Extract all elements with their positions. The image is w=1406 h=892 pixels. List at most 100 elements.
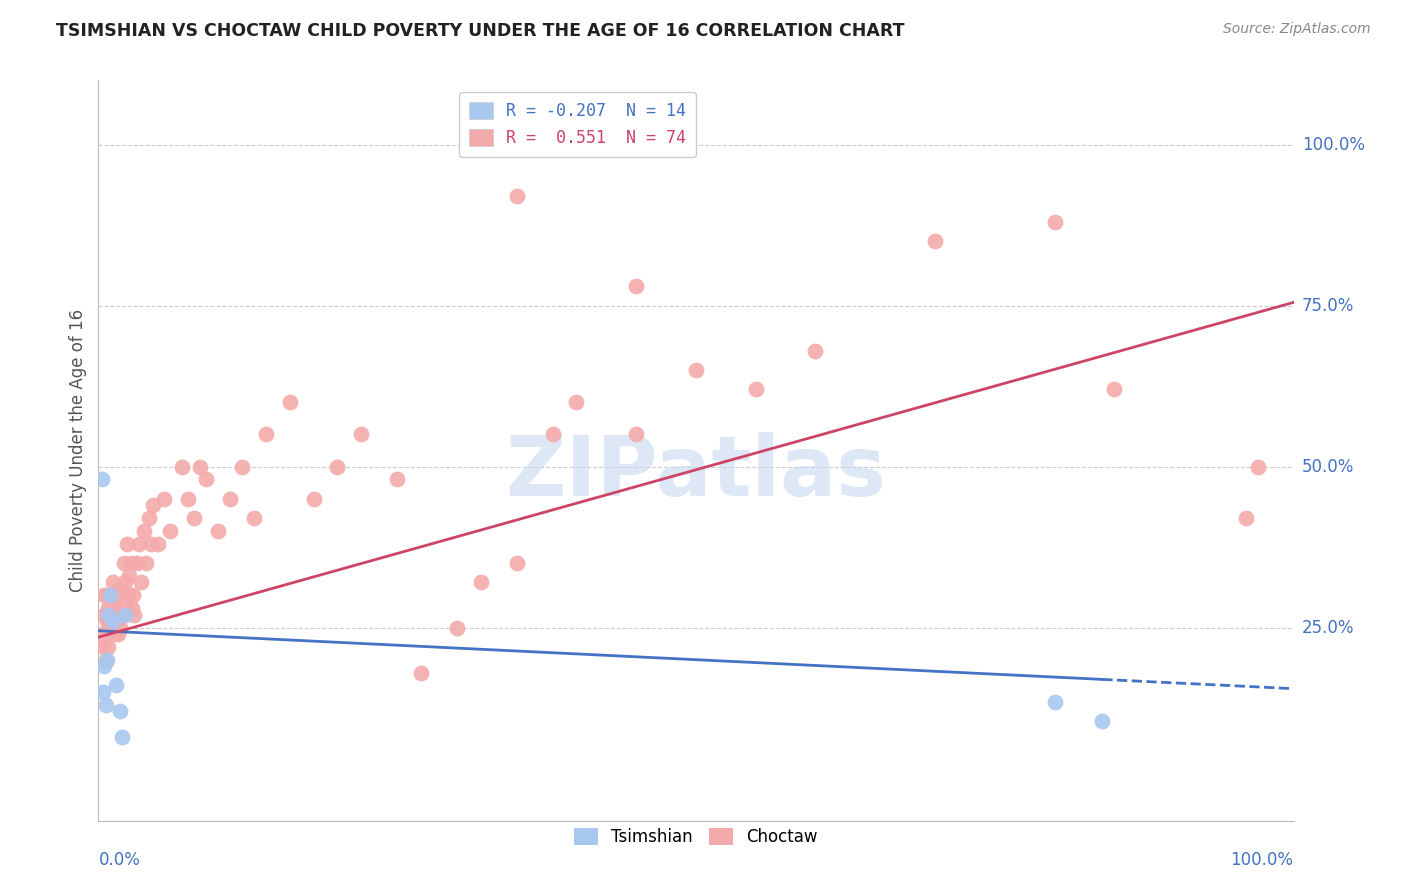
Point xyxy=(98,607,121,622)
Point xyxy=(115,537,138,551)
Point xyxy=(142,498,165,512)
Point xyxy=(91,685,114,699)
Point xyxy=(541,427,564,442)
Point xyxy=(124,607,146,622)
Point xyxy=(446,620,468,634)
Point xyxy=(135,556,157,570)
Point xyxy=(177,491,200,506)
Point xyxy=(110,588,132,602)
Point xyxy=(1043,215,1066,229)
Point xyxy=(1234,511,1257,525)
Point xyxy=(122,588,145,602)
Point xyxy=(1247,459,1270,474)
Point xyxy=(93,607,115,622)
Point xyxy=(326,459,349,474)
Point xyxy=(118,569,141,583)
Point xyxy=(98,614,122,628)
Point xyxy=(97,607,120,622)
Point xyxy=(107,582,129,596)
Point xyxy=(243,511,266,525)
Point xyxy=(138,511,160,525)
Point xyxy=(98,588,122,602)
Point xyxy=(100,620,122,634)
Point xyxy=(219,491,242,506)
Point xyxy=(97,640,120,654)
Point xyxy=(105,614,128,628)
Point xyxy=(745,382,768,396)
Point xyxy=(101,575,124,590)
Point xyxy=(115,601,138,615)
Point xyxy=(924,234,946,248)
Point xyxy=(91,472,114,486)
Point xyxy=(107,627,129,641)
Point xyxy=(804,343,827,358)
Point xyxy=(93,588,115,602)
Point xyxy=(101,614,124,628)
Text: 75.0%: 75.0% xyxy=(1302,297,1354,315)
Legend: Tsimshian, Choctaw: Tsimshian, Choctaw xyxy=(568,822,824,853)
Text: 0.0%: 0.0% xyxy=(98,851,141,869)
Point xyxy=(114,575,136,590)
Point xyxy=(626,279,648,293)
Point xyxy=(153,491,176,506)
Point xyxy=(91,627,114,641)
Point xyxy=(131,575,153,590)
Point xyxy=(626,427,648,442)
Point xyxy=(121,601,143,615)
Point xyxy=(139,537,162,551)
Point xyxy=(114,607,136,622)
Point xyxy=(159,524,181,538)
Point xyxy=(132,524,155,538)
Point xyxy=(111,730,134,744)
Point xyxy=(506,556,529,570)
Point xyxy=(94,653,117,667)
Point xyxy=(1043,694,1066,708)
Point xyxy=(207,524,229,538)
Point xyxy=(97,601,120,615)
Point xyxy=(120,556,142,570)
Text: ZIPatlas: ZIPatlas xyxy=(506,432,886,513)
Point xyxy=(278,395,301,409)
Text: 25.0%: 25.0% xyxy=(1302,618,1354,637)
Point xyxy=(91,640,114,654)
Point xyxy=(350,427,373,442)
Point xyxy=(112,556,135,570)
Point xyxy=(231,459,253,474)
Point xyxy=(411,665,433,680)
Point xyxy=(104,595,127,609)
Point xyxy=(108,704,131,718)
Point xyxy=(103,627,125,641)
Y-axis label: Child Poverty Under the Age of 16: Child Poverty Under the Age of 16 xyxy=(69,309,87,592)
Point xyxy=(254,427,277,442)
Text: 100.0%: 100.0% xyxy=(1230,851,1294,869)
Point xyxy=(148,537,170,551)
Text: 50.0%: 50.0% xyxy=(1302,458,1354,475)
Point xyxy=(1091,714,1114,728)
Point xyxy=(188,459,211,474)
Point xyxy=(93,659,115,673)
Text: 100.0%: 100.0% xyxy=(1302,136,1365,153)
Point xyxy=(565,395,588,409)
Point xyxy=(183,511,205,525)
Point xyxy=(94,698,117,712)
Point xyxy=(685,363,707,377)
Point xyxy=(385,472,409,486)
Point xyxy=(172,459,194,474)
Text: TSIMSHIAN VS CHOCTAW CHILD POVERTY UNDER THE AGE OF 16 CORRELATION CHART: TSIMSHIAN VS CHOCTAW CHILD POVERTY UNDER… xyxy=(56,22,904,40)
Point xyxy=(1104,382,1126,396)
Point xyxy=(96,653,118,667)
Point xyxy=(125,556,148,570)
Point xyxy=(105,678,128,692)
Point xyxy=(98,588,122,602)
Point xyxy=(470,575,492,590)
Point xyxy=(506,189,529,203)
Point xyxy=(302,491,325,506)
Point xyxy=(117,588,139,602)
Point xyxy=(195,472,218,486)
Point xyxy=(96,614,118,628)
Point xyxy=(101,601,124,615)
Point xyxy=(111,607,134,622)
Point xyxy=(96,588,118,602)
Text: Source: ZipAtlas.com: Source: ZipAtlas.com xyxy=(1223,22,1371,37)
Point xyxy=(108,620,131,634)
